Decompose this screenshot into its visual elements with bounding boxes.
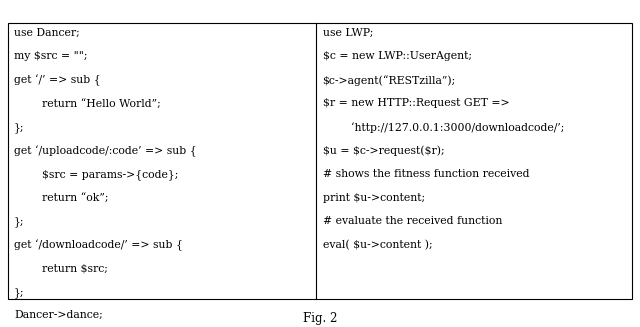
Text: return “ok”;: return “ok”; (14, 193, 109, 203)
Text: # evaluate the received function: # evaluate the received function (323, 216, 502, 226)
Text: use LWP;: use LWP; (323, 28, 373, 38)
Text: return “Hello World”;: return “Hello World”; (14, 98, 161, 109)
Text: $src = params->{code};: $src = params->{code}; (14, 169, 179, 180)
Text: };: }; (14, 287, 24, 298)
Bar (8, 23, 632, 299)
Text: # shows the fitness function received: # shows the fitness function received (323, 169, 529, 179)
Text: ‘http://127.0.0.1:3000/downloadcode/’;: ‘http://127.0.0.1:3000/downloadcode/’; (323, 122, 564, 133)
Text: };: }; (14, 216, 24, 227)
Text: eval( $u->content );: eval( $u->content ); (323, 240, 432, 250)
Text: get ‘/’ => sub {: get ‘/’ => sub { (14, 75, 100, 86)
Text: get ‘/uploadcode/:code’ => sub {: get ‘/uploadcode/:code’ => sub { (14, 146, 196, 157)
Text: $c->agent(“RESTzilla”);: $c->agent(“RESTzilla”); (323, 75, 456, 86)
Text: get ‘/downloadcode/’ => sub {: get ‘/downloadcode/’ => sub { (14, 240, 183, 251)
Text: };: }; (14, 122, 24, 133)
Text: Dancer->dance;: Dancer->dance; (14, 310, 103, 320)
Text: Fig. 2: Fig. 2 (303, 312, 337, 325)
Text: my $src = "";: my $src = ""; (14, 51, 88, 61)
Text: $u = $c->request($r);: $u = $c->request($r); (323, 146, 444, 156)
Text: $c = new LWP::UserAgent;: $c = new LWP::UserAgent; (323, 51, 472, 61)
Text: print $u->content;: print $u->content; (323, 193, 425, 203)
Text: return $src;: return $src; (14, 263, 108, 273)
Text: $r = new HTTP::Request GET =>: $r = new HTTP::Request GET => (323, 98, 509, 109)
Text: use Dancer;: use Dancer; (14, 28, 80, 38)
